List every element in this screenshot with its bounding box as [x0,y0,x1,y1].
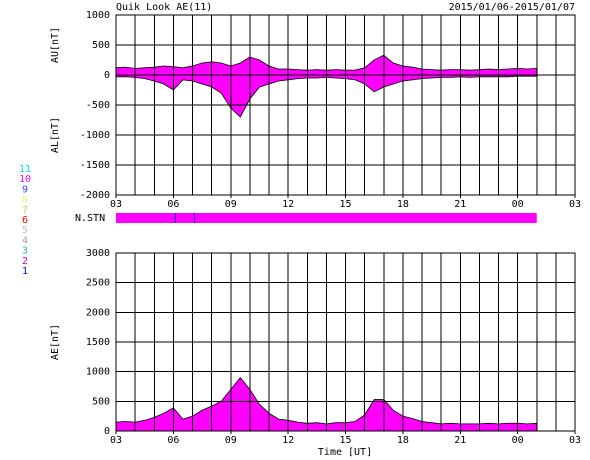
x-tick-label: 09 [225,435,237,446]
legend-label: 11 [19,164,31,175]
legend-label: 9 [22,184,28,195]
plot-frame [115,252,576,432]
y-tick-label: 1000 [86,10,110,21]
y-tick-label: 2000 [86,307,110,318]
y-tick-label: 3000 [86,248,110,259]
legend-label: 10 [19,174,31,185]
legend-label: 5 [22,225,28,236]
x-tick-label: 03 [110,435,122,446]
y-axis-label: AU[nT] [50,27,61,63]
y-tick-label: 0 [104,70,110,81]
y-tick-label: 1500 [86,337,110,348]
legend-label: 8 [22,195,28,206]
chart-title: Quik Look AE(11) [116,2,212,13]
legend-label: 7 [22,205,28,216]
y-axis-label: AE[nT] [50,324,61,360]
area [115,74,538,118]
y-tick-label: 2500 [86,278,110,289]
y-tick-label: 0 [104,426,110,437]
area [115,54,538,76]
n-stn-bar [116,213,537,223]
x-tick-label: 21 [454,435,466,446]
y-tick-label: -2000 [80,190,110,201]
y-tick-label: 500 [92,396,110,407]
legend-label: 3 [22,246,28,257]
y-tick-label: -500 [86,100,110,111]
y-tick-label: 1000 [86,367,110,378]
legend-label: 2 [22,256,28,267]
y-tick-label: 500 [92,40,110,51]
x-tick-label: 18 [397,199,409,210]
date-range: 2015/01/06-2015/01/07 [449,2,575,13]
x-tick-label: 15 [339,435,351,446]
x-tick-label: 03 [569,199,581,210]
x-tick-label: 03 [110,199,122,210]
y-axis-label: AL[nT] [50,117,61,153]
x-tick-label: 06 [167,199,179,210]
n-stn-label: N.STN [75,213,105,224]
x-tick-label: 09 [225,199,237,210]
legend-label: 6 [22,215,28,226]
x-tick-label: 12 [282,435,294,446]
plot-frame [115,14,576,196]
legend-label: 4 [22,235,28,246]
legend-label: 1 [22,266,28,277]
x-tick-label: 00 [512,435,524,446]
x-tick-label: 06 [167,435,179,446]
x-tick-label: 00 [512,199,524,210]
x-tick-label: 18 [397,435,409,446]
x-tick-label: 21 [454,199,466,210]
area [115,376,538,432]
y-tick-label: -1500 [80,160,110,171]
x-tick-label: 03 [569,435,581,446]
x-tick-label: 12 [282,199,294,210]
y-tick-label: -1000 [80,130,110,141]
x-tick-label: 15 [339,199,351,210]
x-axis-label: Time [UT] [318,447,372,458]
